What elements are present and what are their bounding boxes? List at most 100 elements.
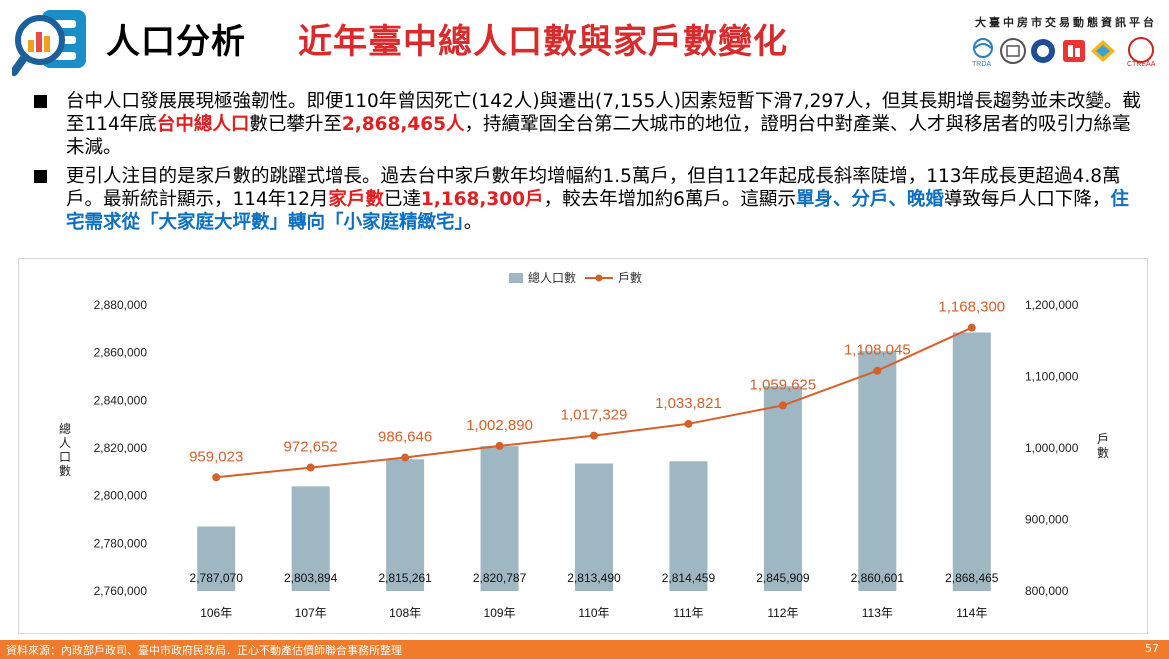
legend-swatch-population bbox=[509, 273, 523, 283]
household-point bbox=[967, 323, 976, 332]
y2-tick-label: 1,000,000 bbox=[1025, 441, 1079, 455]
x-tick-label: 112年 bbox=[767, 606, 798, 620]
bullet-text: ，較去年增加約6萬戶。這顯示 bbox=[543, 189, 796, 210]
x-tick-label: 114年 bbox=[956, 606, 987, 620]
bullet-text: 數已攀升至 bbox=[249, 114, 342, 135]
bar-value-label: 2,815,261 bbox=[378, 571, 432, 585]
bullet-text: 台中人口發展展現極強韌性。即便110年曾因死亡(142人)與遷出(7,155人)… bbox=[66, 91, 1141, 135]
x-tick-label: 110年 bbox=[578, 606, 609, 620]
page-number: 57 bbox=[1145, 642, 1159, 655]
slide-header: 人口分析 近年臺中總人口數與家戶數變化 大臺中房市交易動態資訊平台 TRDA C… bbox=[0, 0, 1169, 82]
household-value-label: 972,652 bbox=[284, 439, 338, 456]
household-value-label: 1,017,329 bbox=[561, 407, 628, 424]
bar-population bbox=[952, 332, 991, 591]
y2-tick-label: 800,000 bbox=[1025, 584, 1069, 598]
bar-population bbox=[575, 463, 613, 591]
y-axis-title-char: 口 bbox=[59, 450, 71, 464]
household-point bbox=[590, 431, 598, 440]
bullet-text: 已達 bbox=[383, 189, 421, 210]
building-logo-icon bbox=[1063, 40, 1085, 62]
y-tick-label: 2,860,000 bbox=[94, 346, 148, 360]
y-tick-label: 2,840,000 bbox=[94, 393, 148, 407]
bar-population bbox=[291, 486, 330, 591]
bar-value-label: 2,868,465 bbox=[945, 571, 999, 585]
highlight-text: 單身、分戶、晚婚 bbox=[795, 189, 944, 210]
household-point bbox=[401, 453, 410, 462]
household-value-label: 1,059,625 bbox=[750, 376, 817, 393]
x-tick-label: 109年 bbox=[484, 606, 516, 620]
platform-name: 大臺中房市交易動態資訊平台 bbox=[975, 16, 1157, 29]
government-logo-icon bbox=[1031, 39, 1055, 63]
y-tick-label: 2,780,000 bbox=[94, 536, 148, 550]
partner-logos: TRDA CTREAA bbox=[972, 37, 1156, 68]
household-point bbox=[306, 463, 315, 472]
data-source: 資料來源：內政部戶政司、臺中市政府民政局．正心不動產估價師聯合事務所整理 bbox=[6, 644, 402, 657]
summary-bullets: 台中人口發展展現極強韌性。即便110年曾因死亡(142人)與遷出(7,155人)… bbox=[34, 90, 1144, 240]
household-value-label: 1,108,045 bbox=[844, 342, 911, 359]
bar-population bbox=[197, 526, 236, 591]
y-axis-title-char: 人 bbox=[59, 436, 71, 450]
footer-bar: 資料來源：內政部戶政司、臺中市政府民政局．正心不動產估價師聯合事務所整理 57 bbox=[0, 640, 1169, 659]
bullet-text: ，持續鞏固全台第二大城市的地位，證明台中對產業、人才與移居者的吸引力絲毫未減。 bbox=[66, 114, 1131, 158]
highlight-text: 住宅需求從「大家庭大坪數」轉向「小家庭精緻宅」 bbox=[66, 189, 1129, 233]
bar-value-label: 2,845,909 bbox=[756, 571, 810, 585]
household-value-label: 1,002,890 bbox=[466, 417, 533, 434]
household-point bbox=[778, 401, 787, 410]
household-value-label: 986,646 bbox=[378, 429, 432, 446]
bullet-square-icon bbox=[34, 95, 47, 108]
household-value-label: 1,168,300 bbox=[938, 299, 1005, 316]
association-logo-icon bbox=[1000, 38, 1026, 64]
y-axis-title-char: 總 bbox=[59, 421, 71, 436]
diamond-logo-icon bbox=[1091, 40, 1115, 62]
bar-population bbox=[763, 386, 802, 591]
legend-marker-households bbox=[595, 274, 603, 282]
bar-value-label: 2,820,787 bbox=[473, 571, 527, 585]
bullet-text: 導致每戶人口下降， bbox=[943, 189, 1111, 210]
x-tick-label: 106年 bbox=[200, 606, 232, 620]
highlight-text: 1,168,300戶 bbox=[420, 189, 544, 210]
svg-text:CTREAA: CTREAA bbox=[1127, 61, 1156, 68]
household-value-label: 959,023 bbox=[189, 448, 243, 465]
page-subtitle: 近年臺中總人口數與家戶數變化 bbox=[298, 22, 788, 62]
bar-population bbox=[669, 461, 708, 591]
y2-axis-title-char: 數 bbox=[1097, 446, 1109, 460]
bar-value-label: 2,860,601 bbox=[851, 571, 905, 585]
trda-logo-text: TRDA bbox=[972, 61, 991, 68]
bar-value-label: 2,814,459 bbox=[662, 571, 716, 585]
population-household-chart: 總人口數 戶數 2,760,000 2,780,000 2,800,000 2,820,0… bbox=[18, 258, 1148, 634]
bullet-square-icon bbox=[34, 170, 47, 183]
bullet-text: 更引人注目的是家戶數的跳躍式增長。過去台中家戶數年均增幅約1.5萬戶，但自112… bbox=[66, 166, 1121, 210]
x-tick-label: 108年 bbox=[389, 606, 421, 620]
highlight-text: 2,868,465人 bbox=[341, 114, 465, 135]
household-point bbox=[873, 366, 882, 375]
household-point bbox=[495, 441, 504, 450]
bar-population bbox=[858, 351, 897, 591]
bar-value-label: 2,787,070 bbox=[190, 571, 244, 585]
chart-svg: 總人口數 戶數2,760,0002,780,0002,800,0002,820,0… bbox=[59, 270, 1109, 620]
household-value-label: 1,033,821 bbox=[655, 395, 722, 412]
y2-tick-label: 900,000 bbox=[1025, 513, 1069, 527]
y2-axis-title-char: 戶 bbox=[1097, 432, 1109, 446]
x-tick-label: 111年 bbox=[673, 606, 703, 620]
y-axis-title-char: 數 bbox=[59, 464, 71, 478]
bullet-text: 。 bbox=[463, 212, 483, 233]
legend-label-population: 總人口數 bbox=[528, 270, 576, 285]
highlight-text: 台中總人口 bbox=[156, 114, 250, 135]
x-tick-label: 113年 bbox=[862, 606, 893, 620]
analysis-magnifier-logo-icon bbox=[12, 10, 86, 76]
y-tick-label: 2,760,000 bbox=[94, 584, 148, 598]
household-point bbox=[684, 419, 693, 428]
y2-tick-label: 1,100,000 bbox=[1025, 370, 1079, 384]
ctreaa-logo-icon: CTREAA bbox=[1127, 37, 1156, 68]
trda-logo-icon: TRDA bbox=[972, 38, 993, 68]
y-tick-label: 2,800,000 bbox=[94, 489, 148, 503]
bullet-paragraph: 台中人口發展展現極強韌性。即便110年曾因死亡(142人)與遷出(7,155人)… bbox=[34, 90, 1144, 159]
household-point bbox=[212, 473, 221, 482]
x-tick-label: 107年 bbox=[295, 606, 327, 620]
y-tick-label: 2,880,000 bbox=[94, 298, 148, 312]
y2-tick-label: 1,200,000 bbox=[1025, 298, 1079, 312]
bullet-paragraph: 更引人注目的是家戶數的跳躍式增長。過去台中家戶數年均增幅約1.5萬戶，但自112… bbox=[34, 165, 1144, 234]
bar-value-label: 2,803,894 bbox=[284, 571, 338, 585]
bar-population bbox=[480, 446, 519, 591]
y-tick-label: 2,820,000 bbox=[94, 441, 148, 455]
